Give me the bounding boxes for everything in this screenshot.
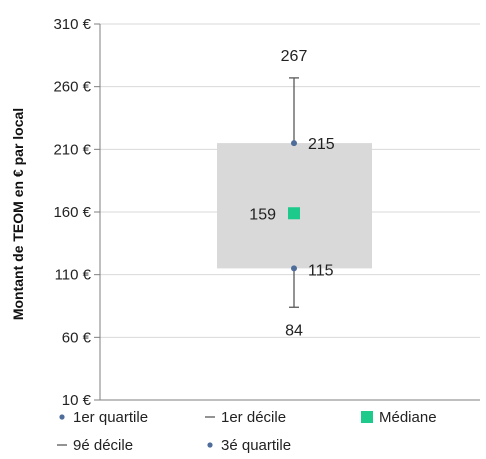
y-tick-label: 160 € [53, 204, 91, 221]
legend-label: 1er quartile [73, 409, 148, 426]
data-label-median: 159 [249, 206, 276, 223]
y-axis: 10 € 60 € 110 € 160 € 210 € 260 € 310 € [53, 16, 480, 409]
legend-label: 1er décile [221, 409, 286, 426]
legend-item-decile-9: 9é décile [57, 437, 133, 454]
legend-item-quartile-1: 1er quartile [59, 409, 148, 426]
legend-square-marker [361, 411, 373, 423]
legend-item-quartile-3: 3é quartile [207, 437, 291, 454]
y-tick-label: 10 € [62, 392, 92, 409]
data-label-decile-9: 267 [281, 48, 308, 65]
interquartile-box [217, 143, 372, 269]
median-point [288, 207, 300, 220]
y-tick-label: 310 € [53, 16, 91, 33]
y-tick-label: 210 € [53, 141, 91, 158]
legend-item-median: Médiane [361, 409, 437, 426]
legend-item-decile-1: 1er décile [205, 409, 286, 426]
legend-dot-marker [59, 414, 65, 420]
y-tick-label: 60 € [62, 329, 92, 346]
quartile-3-point [291, 140, 297, 147]
y-axis-label: Montant de TEOM en € par local [10, 108, 26, 320]
legend-label: Médiane [379, 409, 437, 426]
legend: 1er quartile 1er décile Médiane 9é décile 3é… [57, 409, 437, 454]
y-tick-label: 110 € [55, 267, 92, 284]
quartile-1-point [291, 265, 297, 272]
plot-marks: 267 215 159 115 84 [217, 48, 372, 339]
legend-label: 3é quartile [221, 437, 291, 454]
data-label-quartile-3: 215 [308, 136, 335, 153]
data-label-quartile-1: 115 [308, 262, 334, 279]
legend-label: 9é décile [73, 437, 133, 454]
y-tick-label: 260 € [53, 79, 91, 96]
data-label-decile-1: 84 [285, 322, 303, 339]
legend-dot-marker [207, 442, 213, 448]
